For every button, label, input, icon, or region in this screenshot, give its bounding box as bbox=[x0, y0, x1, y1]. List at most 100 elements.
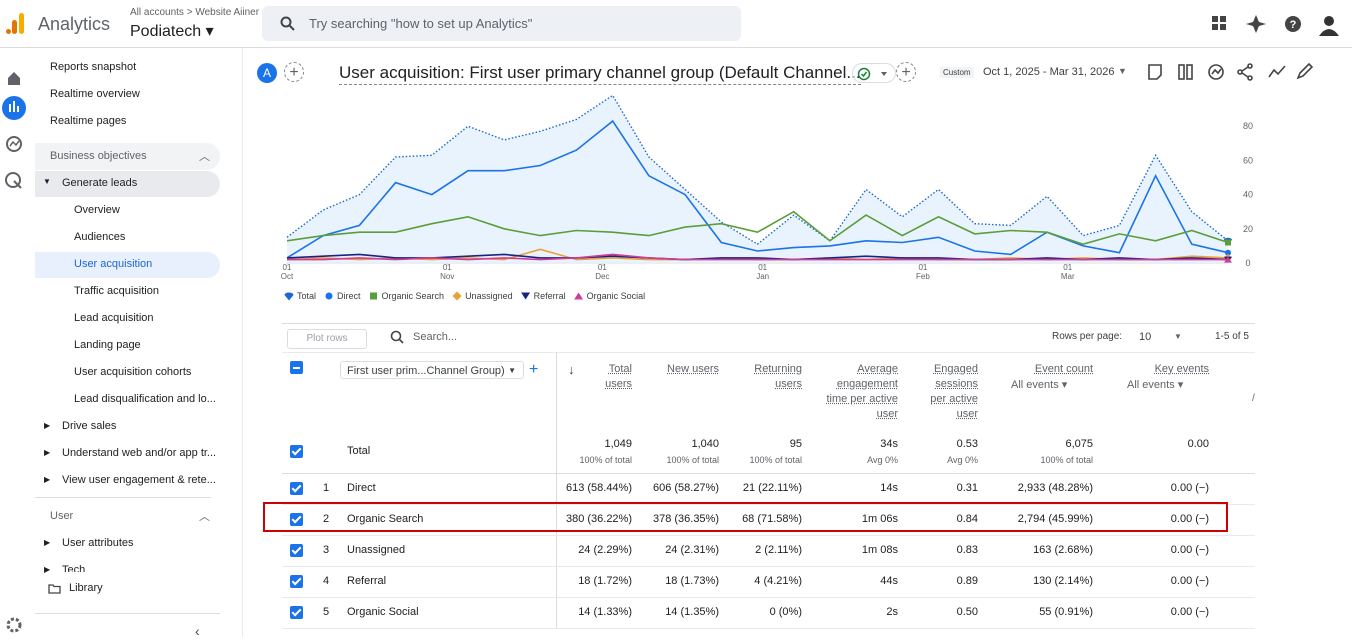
collapse-icon[interactable]: ︿ bbox=[199, 508, 210, 524]
x-tick-label: 01Feb bbox=[916, 263, 930, 281]
plot-rows-button[interactable]: Plot rows bbox=[287, 329, 367, 349]
row-index: 4 bbox=[323, 575, 329, 587]
row-dimension: Organic Social bbox=[347, 606, 419, 618]
column-header[interactable]: Event count bbox=[1013, 362, 1093, 377]
y-tick-label: 80 bbox=[1243, 121, 1253, 131]
row-index: 1 bbox=[323, 482, 329, 494]
pagination: 1-5 of 5 bbox=[1215, 331, 1249, 342]
total-sub: Avg 0% bbox=[867, 455, 898, 465]
y-tick-label: 0 bbox=[1245, 258, 1250, 268]
total-sub: 100% of total bbox=[749, 455, 802, 465]
column-sub-label: All events bbox=[1011, 379, 1059, 391]
nav-section[interactable]: User bbox=[50, 510, 73, 522]
divider bbox=[282, 352, 1255, 353]
column-header[interactable]: Average engagement time per active user bbox=[826, 362, 898, 422]
y-tick-label: 60 bbox=[1243, 155, 1253, 165]
select-all-checkbox[interactable] bbox=[290, 361, 303, 374]
column-sub-label: All events bbox=[1127, 379, 1175, 391]
nav-group[interactable]: Drive sales bbox=[62, 420, 116, 432]
row-value: 0.31 bbox=[957, 482, 978, 494]
expand-icon[interactable]: ▶ bbox=[44, 448, 50, 457]
column-divider bbox=[556, 352, 557, 628]
dimension-selector[interactable]: First user prim...Channel Group)▼ bbox=[340, 361, 524, 379]
row-value: 0.50 bbox=[957, 606, 978, 618]
divider bbox=[35, 613, 220, 614]
nav-item[interactable]: Landing page bbox=[74, 339, 141, 351]
column-label[interactable]: Key events bbox=[1155, 363, 1209, 375]
row-value: 4 (4.21%) bbox=[754, 575, 802, 587]
nav-group[interactable]: Tech bbox=[62, 564, 85, 572]
row-value: 21 (22.11%) bbox=[743, 482, 802, 494]
total-value: 0.53 bbox=[957, 438, 978, 450]
library-bg bbox=[35, 575, 220, 601]
highlight-box bbox=[263, 502, 1228, 532]
column-label[interactable]: Event count bbox=[1035, 363, 1093, 375]
x-tick-label: 01Oct bbox=[281, 263, 294, 281]
expand-icon[interactable]: ▶ bbox=[44, 421, 50, 430]
row-index: 5 bbox=[323, 606, 329, 618]
row-checkbox[interactable] bbox=[290, 544, 303, 557]
nav-group[interactable]: Understand web and/or app tr... bbox=[62, 447, 216, 459]
expand-icon[interactable]: ▶ bbox=[44, 538, 50, 547]
dropdown-icon[interactable]: ▾ bbox=[1175, 379, 1184, 391]
table-search[interactable]: Search... bbox=[413, 331, 457, 343]
column-sub[interactable]: All events ▾ bbox=[1109, 378, 1193, 393]
row-dimension: Direct bbox=[347, 482, 376, 494]
rows-dropdown[interactable]: ▼ bbox=[1174, 332, 1182, 341]
row-value: 0.83 bbox=[957, 544, 978, 556]
sort-arrow[interactable]: ↓ bbox=[568, 362, 575, 377]
row-checkbox[interactable] bbox=[290, 575, 303, 588]
rows-per-page[interactable]: 10 bbox=[1139, 331, 1151, 343]
nav-item[interactable]: Library bbox=[69, 582, 103, 594]
total-value: 95 bbox=[790, 438, 802, 450]
row-value: 18 (1.73%) bbox=[665, 575, 719, 587]
row-value: 0 (0%) bbox=[770, 606, 802, 618]
y-tick-label: 40 bbox=[1243, 190, 1253, 200]
divider bbox=[282, 597, 1255, 598]
add-dimension[interactable]: + bbox=[529, 361, 538, 379]
row-checkbox[interactable] bbox=[290, 606, 303, 619]
expand-icon[interactable]: ▶ bbox=[44, 475, 50, 484]
column-header[interactable]: Total users bbox=[588, 362, 632, 392]
column-label[interactable]: Returning users bbox=[754, 363, 802, 390]
column-header[interactable]: Returning users bbox=[746, 362, 802, 392]
divider bbox=[282, 473, 1255, 474]
row-checkbox[interactable] bbox=[290, 445, 303, 458]
legend-marker bbox=[285, 293, 294, 301]
total-label: Total bbox=[347, 445, 370, 457]
column-header[interactable]: Engaged sessions per active user bbox=[926, 362, 978, 422]
column-sub[interactable]: All events ▾ bbox=[993, 378, 1077, 393]
column-label[interactable]: Engaged sessions per active user bbox=[930, 363, 978, 420]
row-dimension: Unassigned bbox=[347, 544, 405, 556]
nav-item[interactable]: Lead disqualification and lo... bbox=[74, 393, 216, 405]
x-tick-label: 01Jan bbox=[756, 263, 769, 281]
column-label[interactable]: Average engagement time per active user bbox=[826, 363, 898, 420]
row-checkbox[interactable] bbox=[290, 482, 303, 495]
legend-label: Organic Search bbox=[382, 291, 445, 301]
divider bbox=[282, 566, 1255, 567]
column-label[interactable]: New users bbox=[667, 363, 719, 375]
row-value: 2 (2.11%) bbox=[755, 544, 802, 556]
legend-marker bbox=[574, 293, 583, 300]
total-value: 0.00 bbox=[1188, 438, 1209, 450]
expand-icon[interactable]: ▶ bbox=[44, 565, 50, 574]
row-value: 44s bbox=[880, 575, 898, 587]
rows-per-page-label: Rows per page: bbox=[1052, 331, 1122, 342]
row-value: 163 (2.68%) bbox=[1033, 544, 1093, 556]
nav-item[interactable]: User acquisition cohorts bbox=[74, 366, 191, 378]
nav-group[interactable]: View user engagement & rete... bbox=[62, 474, 216, 486]
nav-group[interactable]: User attributes bbox=[62, 537, 134, 549]
x-tick-label: 01Dec bbox=[595, 263, 609, 281]
line-chart: 02040608001Oct01Nov01Dec01Jan01Feb01MarT… bbox=[0, 0, 1352, 320]
column-header[interactable]: Key events bbox=[1129, 362, 1209, 377]
row-value: 55 (0.91%) bbox=[1039, 606, 1093, 618]
row-value: 606 (58.27%) bbox=[653, 482, 719, 494]
row-value: 14 (1.35%) bbox=[665, 606, 719, 618]
total-value: 1,049 bbox=[604, 438, 632, 450]
row-index: 3 bbox=[323, 544, 329, 556]
legend-label: Direct bbox=[337, 291, 361, 301]
dropdown-icon[interactable]: ▾ bbox=[1059, 379, 1068, 391]
column-label[interactable]: Total users bbox=[605, 363, 632, 390]
column-header[interactable]: New users bbox=[649, 362, 719, 377]
